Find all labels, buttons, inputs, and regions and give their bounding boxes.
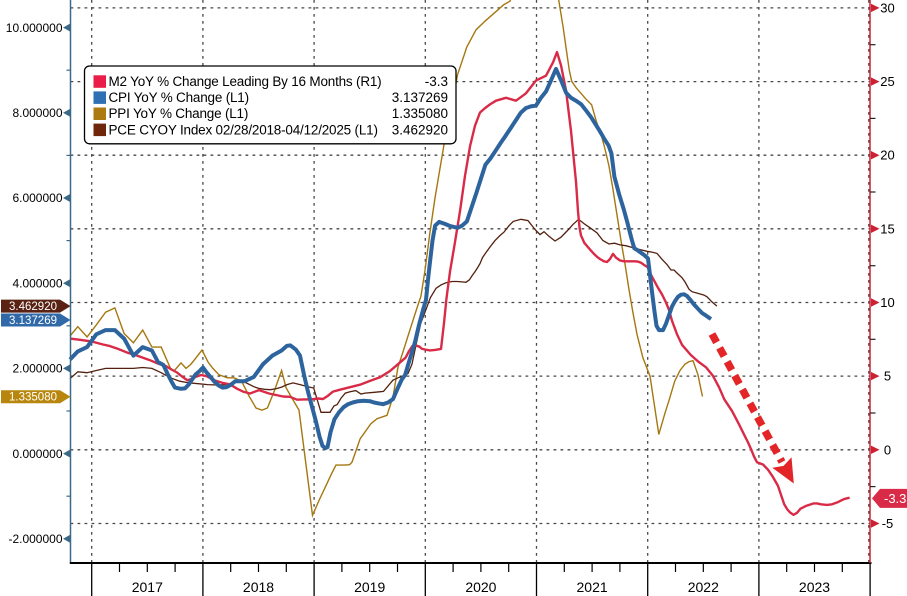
svg-text:CPI YoY % Change (L1): CPI YoY % Change (L1) — [109, 90, 249, 105]
svg-text:M2 YoY % Change Leading By 16: M2 YoY % Change Leading By 16 Months (R1… — [109, 74, 382, 89]
svg-text:1.335080: 1.335080 — [392, 106, 448, 121]
svg-text:8.000000: 8.000000 — [12, 106, 62, 120]
svg-text:2019: 2019 — [354, 579, 385, 595]
svg-text:-2.000000: -2.000000 — [8, 532, 62, 546]
svg-text:2020: 2020 — [465, 579, 496, 595]
svg-text:4.000000: 4.000000 — [12, 276, 62, 290]
svg-text:-3.3: -3.3 — [425, 74, 448, 89]
svg-text:3.137269: 3.137269 — [392, 90, 448, 105]
svg-text:2023: 2023 — [799, 579, 830, 595]
svg-text:6.000000: 6.000000 — [12, 191, 62, 205]
svg-text:2.000000: 2.000000 — [12, 362, 62, 376]
svg-text:PPI YoY % Change (L1): PPI YoY % Change (L1) — [109, 106, 249, 121]
svg-text:10.000000: 10.000000 — [6, 21, 63, 35]
svg-text:3.462920: 3.462920 — [392, 122, 448, 137]
svg-text:0.000000: 0.000000 — [12, 447, 62, 461]
svg-text:3.137269: 3.137269 — [9, 315, 57, 327]
svg-text:2021: 2021 — [577, 579, 608, 595]
svg-text:10: 10 — [880, 295, 894, 310]
svg-text:PCE CYOY Index 02/28/2018-04/1: PCE CYOY Index 02/28/2018-04/12/2025 (L1… — [109, 122, 378, 137]
svg-text:25: 25 — [880, 74, 894, 89]
svg-text:-3.3: -3.3 — [884, 491, 906, 506]
svg-text:3.462920: 3.462920 — [9, 301, 57, 313]
svg-text:2018: 2018 — [243, 579, 274, 595]
svg-text:2022: 2022 — [688, 579, 719, 595]
svg-text:30: 30 — [880, 0, 894, 15]
svg-text:2017: 2017 — [132, 579, 163, 595]
svg-text:1.335080: 1.335080 — [9, 392, 57, 404]
svg-text:20: 20 — [880, 148, 894, 163]
svg-text:0: 0 — [884, 442, 891, 457]
svg-text:15: 15 — [880, 221, 894, 236]
svg-text:-5: -5 — [882, 516, 894, 531]
svg-text:5: 5 — [884, 369, 891, 384]
